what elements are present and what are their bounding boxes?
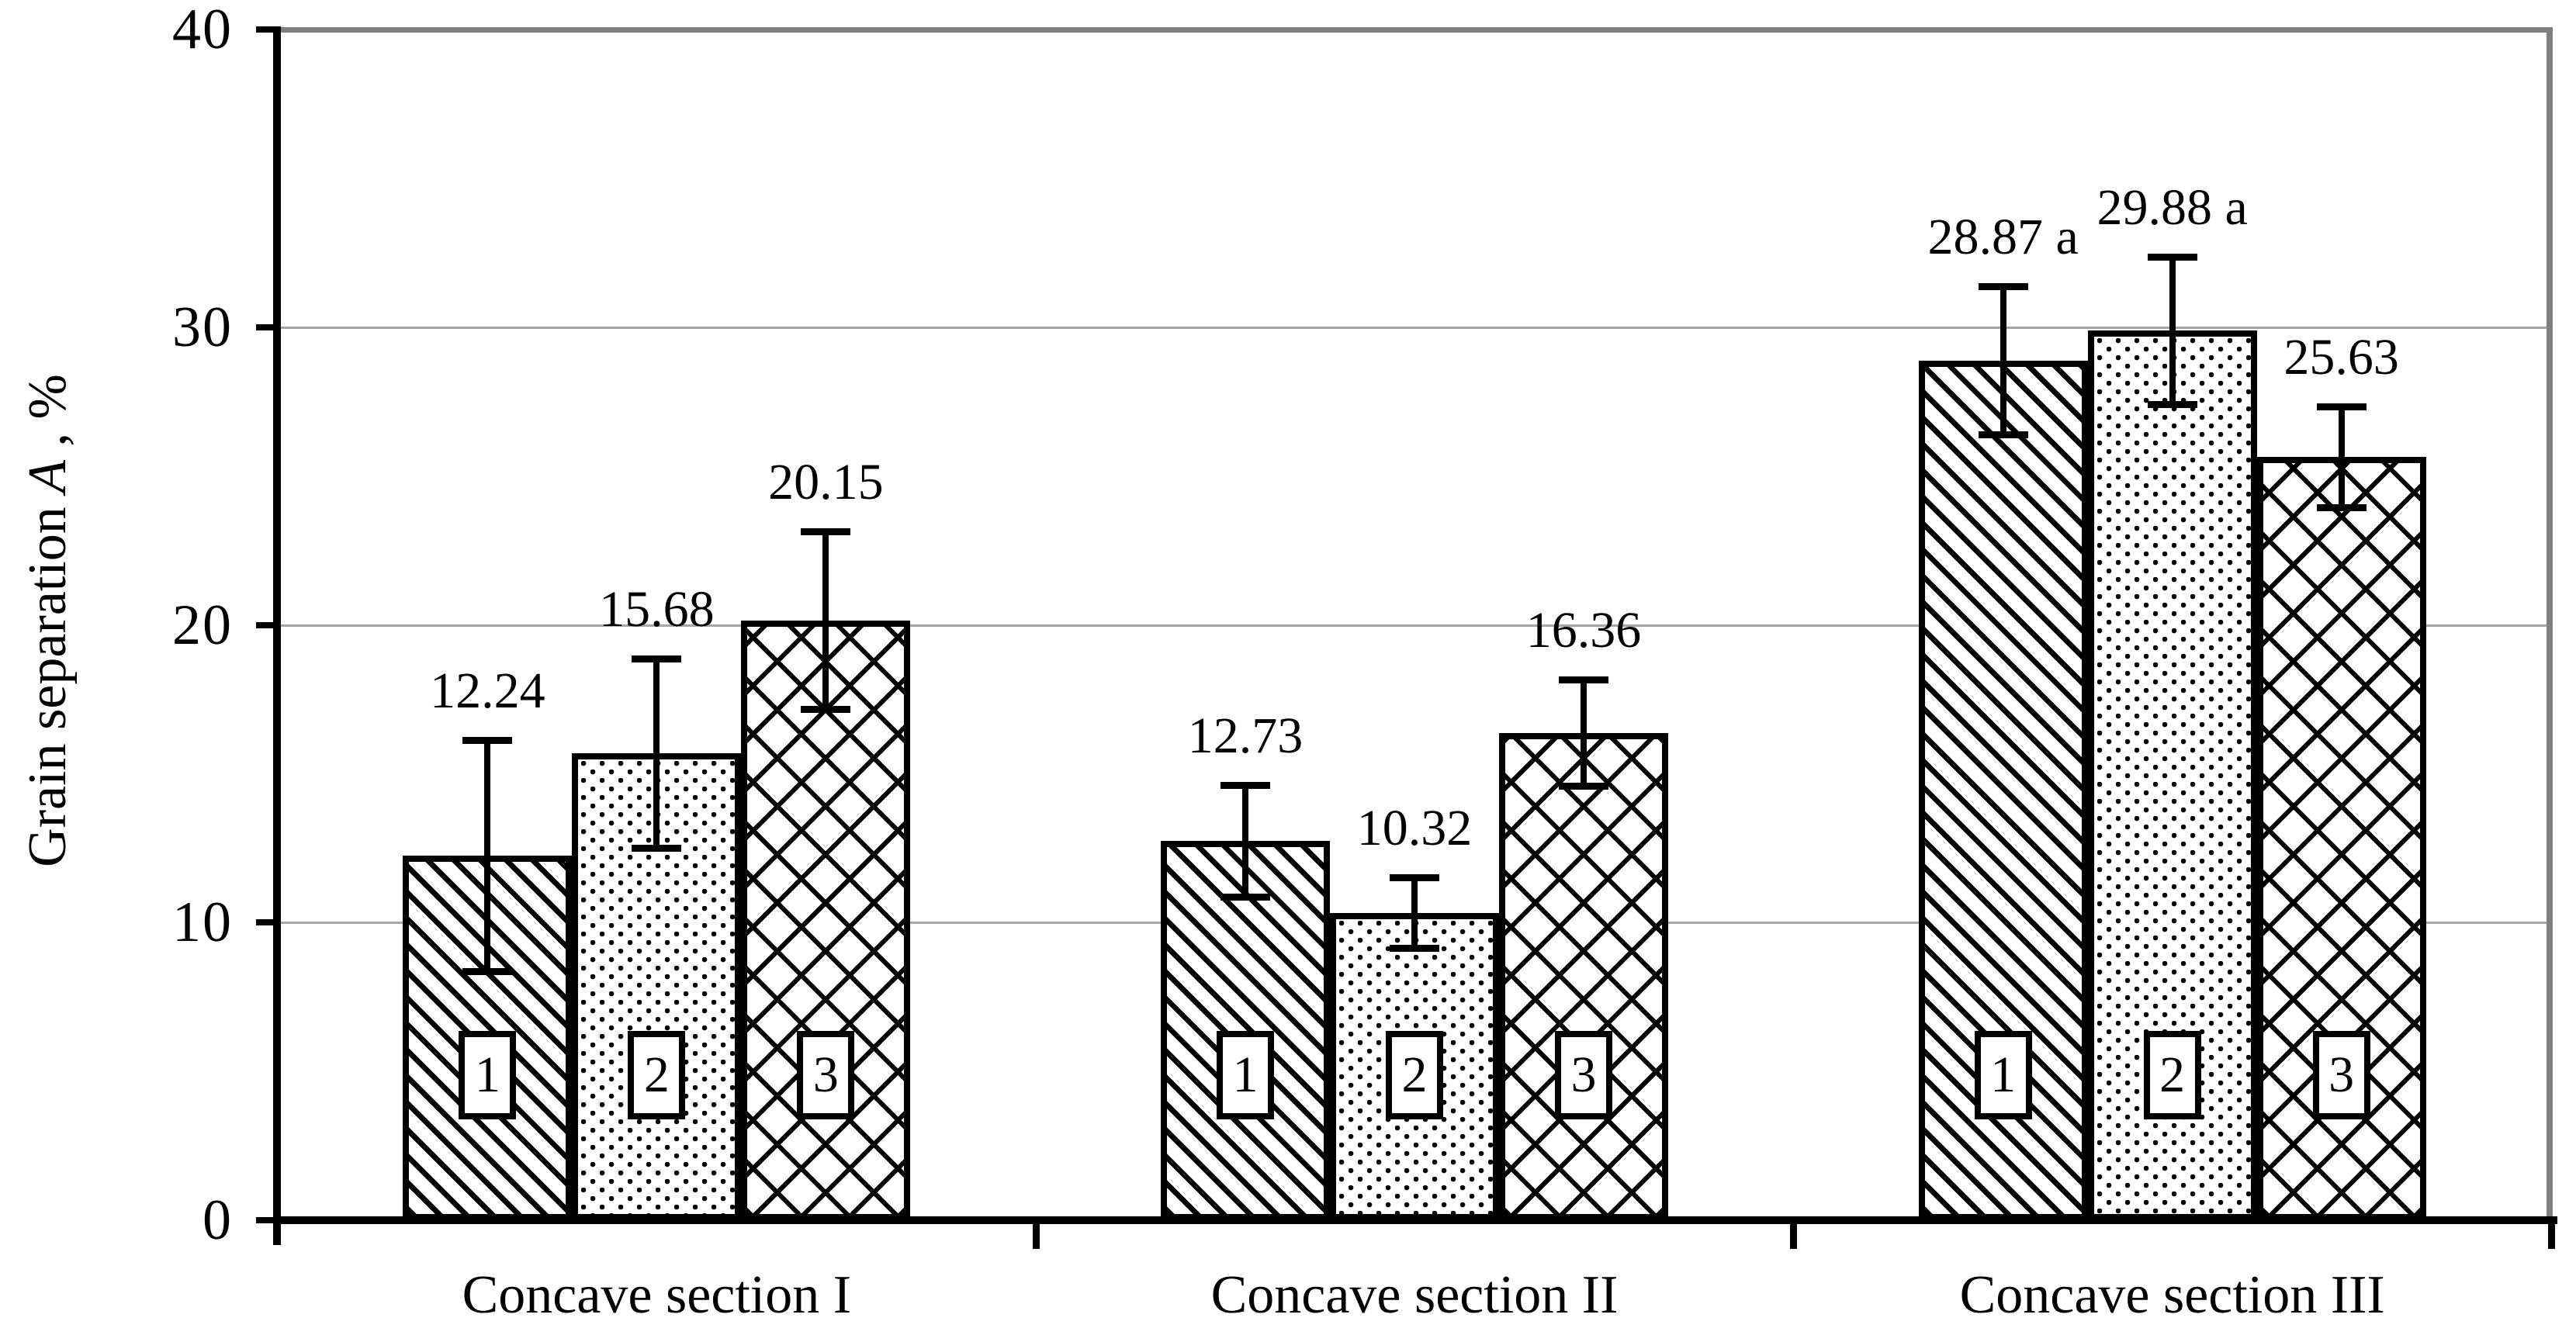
bar-marker-box-2-section-1: 2 <box>628 1030 686 1119</box>
error-bar-cap-top <box>1390 874 1439 882</box>
error-bar-cap-bottom <box>1559 783 1608 790</box>
x-axis-tick-3 <box>2548 1224 2555 1249</box>
error-bar-line <box>484 736 491 975</box>
value-label-2-section-2: 10.32 <box>1356 800 1473 857</box>
bar-3-section-2: 3 <box>1499 733 1668 1220</box>
y-axis-title-units: , % <box>18 374 78 460</box>
error-bar-cap-top <box>2147 253 2197 261</box>
error-bar-line <box>653 655 660 852</box>
y-tick-label-30: 30 <box>172 295 233 359</box>
error-bar-cap-bottom <box>462 967 513 975</box>
bar-2-section-2: 2 <box>1330 912 1499 1220</box>
bar-marker-box-3-section-3: 3 <box>2312 1030 2370 1119</box>
bar-1-section-3: 1 <box>1918 361 2088 1220</box>
bar-3-section-1: 3 <box>741 620 911 1220</box>
y-tick-label-20: 20 <box>172 593 233 657</box>
bar-marker-box-3-section-1: 3 <box>797 1030 855 1119</box>
x-axis-tick-1 <box>1032 1224 1040 1249</box>
error-bar-3-section-2 <box>1559 676 1608 790</box>
category-label-3: Concave section III <box>1959 1265 2385 1325</box>
bar-2-section-3: 2 <box>2087 330 2257 1220</box>
bar-marker-box-3-section-2: 3 <box>1555 1030 1612 1119</box>
error-bar-cap-bottom <box>1220 894 1270 901</box>
error-bar-cap-top <box>462 736 513 744</box>
y-axis-tick-30 <box>256 323 278 330</box>
x-axis-line <box>273 1216 2557 1224</box>
y-tick-label-40: 40 <box>172 0 233 61</box>
bar-marker-box-1-section-1: 1 <box>459 1030 517 1119</box>
error-bar-cap-top <box>1220 781 1270 789</box>
error-bar-line <box>2169 253 2176 409</box>
error-bar-cap-top <box>801 527 851 535</box>
y-axis-line <box>273 26 281 1245</box>
value-label-1-section-2: 12.73 <box>1187 707 1304 764</box>
value-label-3-section-2: 16.36 <box>1525 602 1642 659</box>
y-tick-label-0: 0 <box>203 1188 233 1252</box>
error-bar-cap-bottom <box>2147 401 2197 409</box>
y-axis-tick-20 <box>256 621 278 628</box>
error-bar-1-section-2 <box>1220 781 1270 901</box>
error-bar-2-section-2 <box>1390 874 1439 952</box>
y-tick-label-10: 10 <box>172 891 233 955</box>
error-bar-2-section-3 <box>2147 253 2197 409</box>
y-axis-tick-40 <box>256 26 278 33</box>
value-label-2-section-3: 29.88 a <box>2096 178 2248 236</box>
error-bar-line <box>1411 874 1418 952</box>
error-bar-3-section-3 <box>2316 403 2367 511</box>
error-bar-line <box>1581 676 1587 790</box>
error-bar-cap-top <box>1559 676 1608 684</box>
y-axis-tick-0 <box>256 1217 278 1223</box>
bar-1-section-1: 1 <box>403 856 573 1220</box>
bar-marker-box-1-section-3: 1 <box>1974 1030 2032 1119</box>
y-axis-title-text: Grain separation <box>18 507 78 867</box>
error-bar-line <box>822 527 829 713</box>
error-bar-cap-top <box>1978 283 2028 291</box>
y-axis-tick-10 <box>256 919 278 926</box>
error-bar-line <box>1242 781 1248 901</box>
plot-right-border <box>2547 27 2553 1224</box>
y-axis-title: Grain separation A , % <box>17 374 79 867</box>
gridline-20 <box>278 624 2551 627</box>
error-bar-cap-bottom <box>632 844 682 852</box>
error-bar-cap-top <box>2316 403 2367 411</box>
x-axis-tick-2 <box>1790 1224 1798 1249</box>
gridline-30 <box>278 326 2551 329</box>
error-bar-cap-bottom <box>801 705 851 713</box>
value-label-1-section-1: 12.24 <box>430 662 545 719</box>
bar-marker-box-2-section-3: 2 <box>2143 1030 2201 1119</box>
value-label-3-section-1: 20.15 <box>768 453 884 510</box>
error-bar-cap-bottom <box>1978 431 2028 438</box>
bar-marker-box-2-section-2: 2 <box>1386 1030 1443 1119</box>
error-bar-3-section-1 <box>801 527 851 713</box>
category-label-2: Concave section II <box>1210 1265 1619 1325</box>
category-label-1: Concave section I <box>462 1265 852 1325</box>
error-bar-1-section-1 <box>462 736 513 975</box>
bar-1-section-2: 1 <box>1161 841 1330 1220</box>
value-label-3-section-3: 25.63 <box>2283 329 2399 386</box>
bar-3-section-3: 3 <box>2256 457 2426 1220</box>
error-bar-cap-bottom <box>1390 944 1439 952</box>
error-bar-1-section-3 <box>1978 283 2028 438</box>
bar-marker-box-1-section-2: 1 <box>1217 1030 1274 1119</box>
error-bar-cap-top <box>632 655 682 662</box>
error-bar-cap-bottom <box>2316 503 2367 511</box>
error-bar-line <box>2000 283 2006 438</box>
gridline-40 <box>278 27 2551 33</box>
value-label-2-section-1: 15.68 <box>599 580 715 638</box>
error-bar-2-section-1 <box>632 655 682 852</box>
error-bar-line <box>2338 403 2345 511</box>
y-axis-title-variable: A <box>18 460 78 493</box>
value-label-1-section-3: 28.87 a <box>1927 209 2079 266</box>
